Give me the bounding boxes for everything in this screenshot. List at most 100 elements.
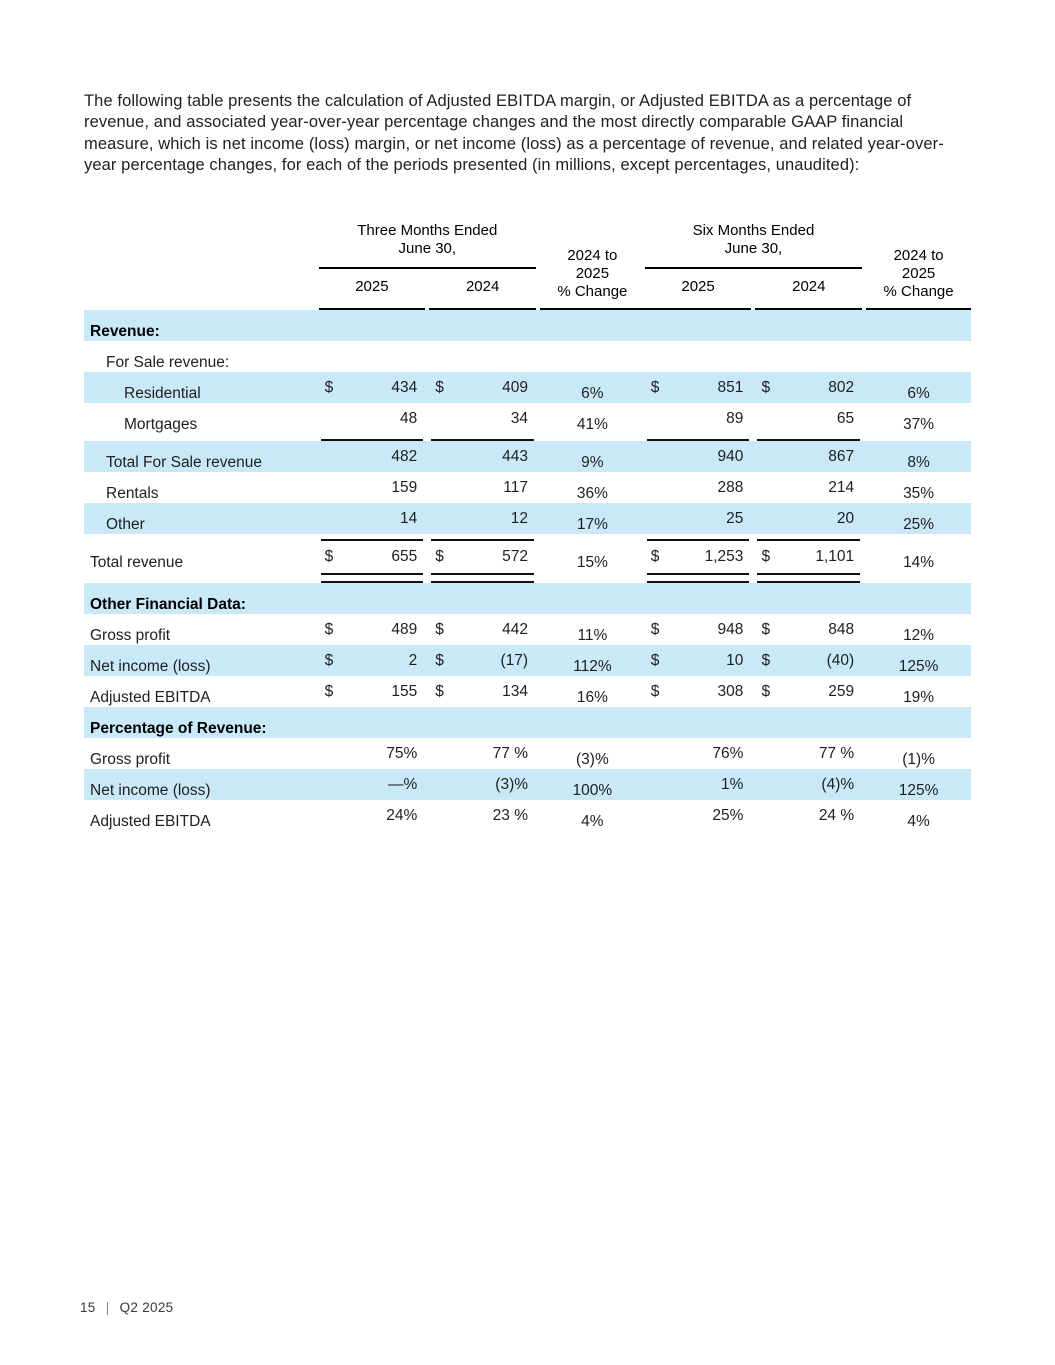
cell-y-2024: 867 (755, 441, 863, 472)
cell-y-2024-amount: 20 (836, 509, 855, 527)
header-year-y-2024: 2024 (792, 278, 826, 295)
cell-empty (862, 583, 867, 614)
row-label: Total For Sale revenue (84, 441, 319, 472)
row-label: Gross profit (90, 751, 171, 768)
cell-gap-d (862, 769, 867, 800)
rule-segment (645, 434, 752, 441)
cell-empty (425, 310, 430, 341)
cell-empty (755, 707, 863, 738)
cell-q-2024: $409 (429, 372, 537, 403)
cell-q-2024: 443 (429, 441, 537, 472)
rule-blank (84, 434, 319, 441)
footer-separator: | (105, 1300, 110, 1315)
table-row: Residential $434 $409 6% $851 $802 6% (84, 372, 971, 403)
cell-q-change: 112% (540, 645, 645, 676)
cell-y-2025-amount: 288 (717, 478, 744, 496)
cell-q-2025-amount: 14 (400, 509, 418, 527)
rule-segment (755, 434, 862, 441)
header-rule-gap-1 (536, 261, 540, 269)
table-row: Net income (loss) —% (3)% 100% 1% (4)% 125% (84, 769, 971, 800)
cell-q-change: 9% (540, 441, 645, 472)
header-rule-gap-2 (862, 261, 866, 269)
header-year-y-2025: 2025 (681, 278, 715, 295)
cell-q-2024-currency-symbol: $ (435, 378, 444, 396)
cell-q-2025: $489 (319, 614, 426, 645)
cell-q-2025: 159 (319, 472, 426, 503)
row-label: Gross profit (90, 627, 171, 644)
cell-q-2024: $ (17) (429, 645, 537, 676)
financial-table-container: Three Months Ended June 30, 2024 to 2025… (84, 222, 971, 831)
cell-q-2024-amount: 23 % (492, 806, 529, 824)
cell-q-change: 41% (576, 416, 608, 433)
cell-y-2025: 940 (644, 441, 752, 472)
cell-q-2024-amount: 134 (502, 682, 529, 700)
cell-y-2025-currency-symbol: $ (650, 682, 660, 700)
table-header: Three Months Ended June 30, 2024 to 2025… (84, 222, 971, 310)
cell-empty (644, 310, 752, 341)
header-underline-q-change (540, 301, 645, 310)
cell-y-2025: 25% (645, 800, 752, 831)
cell-q-2025: 75% (319, 738, 426, 769)
cell-q-2024-amount: 443 (502, 447, 529, 465)
header-year-q-2025: 2025 (355, 278, 389, 295)
cell-y-2024-amount: 214 (828, 478, 855, 496)
cell-q-change: 11% (577, 627, 608, 644)
cell-q-2024-amount: (3)% (495, 775, 529, 793)
cell-empty (429, 341, 536, 372)
cell-empty (751, 310, 756, 341)
table-section-row: Percentage of Revenue: (84, 707, 971, 738)
row-label: For Sale revenue: (106, 354, 230, 371)
row-label: Residential (84, 372, 319, 403)
cell-q-2025-amount: 75% (386, 744, 418, 762)
cell-q-2024: $442 (429, 614, 536, 645)
cell-q-2025-amount: 434 (391, 378, 418, 396)
row-label: Adjusted EBITDA (90, 689, 211, 706)
header-corner-blank (84, 222, 319, 261)
cell-y-2024: 214 (755, 472, 862, 503)
table-row: Gross profit $489 $442 11% $948 $848 12% (84, 614, 971, 645)
intro-paragraph: The following table presents the calcula… (84, 91, 944, 175)
cell-y-2025: 76% (645, 738, 752, 769)
cell-q-2025-currency-symbol: $ (324, 620, 334, 638)
cell-y-2025-amount: 948 (717, 620, 744, 638)
table-total-rule (84, 572, 971, 583)
rule-segment (429, 572, 536, 583)
cell-gap-a (425, 503, 430, 534)
cell-y-change: 125% (866, 769, 971, 800)
cell-q-2024-amount: 409 (502, 378, 529, 396)
cell-y-2024-amount: 802 (828, 378, 855, 396)
row-label: Rentals (106, 485, 159, 502)
cell-y-2025-amount: 1% (721, 775, 744, 793)
table-body: Revenue: For Sale revenue: Residential $434… (84, 310, 971, 831)
cell-gap-a (425, 769, 430, 800)
cell-q-2025-currency-symbol: $ (324, 651, 334, 669)
cell-q-2024-currency-symbol: $ (435, 547, 444, 565)
cell-y-2024: $802 (755, 372, 863, 403)
cell-q-2025: 48 (319, 403, 426, 434)
cell-gap-c (751, 441, 756, 472)
cell-y-2025-currency-symbol: $ (650, 547, 660, 565)
cell-y-2024-amount: 77 % (818, 744, 855, 762)
cell-y-2024-currency-symbol: $ (761, 682, 771, 700)
cell-empty (536, 707, 541, 738)
cell-y-2025: $1,253 (645, 541, 752, 572)
adjusted-ebitda-margin-table: Three Months Ended June 30, 2024 to 2025… (84, 222, 971, 831)
header-year-gap-b (536, 269, 540, 301)
header-year-blank (84, 269, 319, 301)
cell-q-2025: 482 (318, 441, 426, 472)
row-label: Percentage of Revenue: (84, 707, 319, 738)
rule-gap (540, 572, 645, 583)
cell-y-2024-currency-symbol: $ (761, 378, 771, 396)
rule-gap (540, 534, 645, 541)
cell-y-change: 35% (903, 485, 935, 502)
cell-q-2024-amount: 442 (502, 620, 529, 638)
cell-q-change: (3)% (576, 751, 609, 768)
cell-empty (536, 310, 541, 341)
cell-gap-d (862, 441, 867, 472)
row-label: Total revenue (90, 554, 184, 571)
table-subtotal-rule (84, 434, 971, 441)
rule-gap (866, 434, 971, 441)
cell-y-change: (1)% (902, 751, 935, 768)
cell-gap-b (536, 645, 541, 676)
cell-y-change: 12% (903, 627, 935, 644)
